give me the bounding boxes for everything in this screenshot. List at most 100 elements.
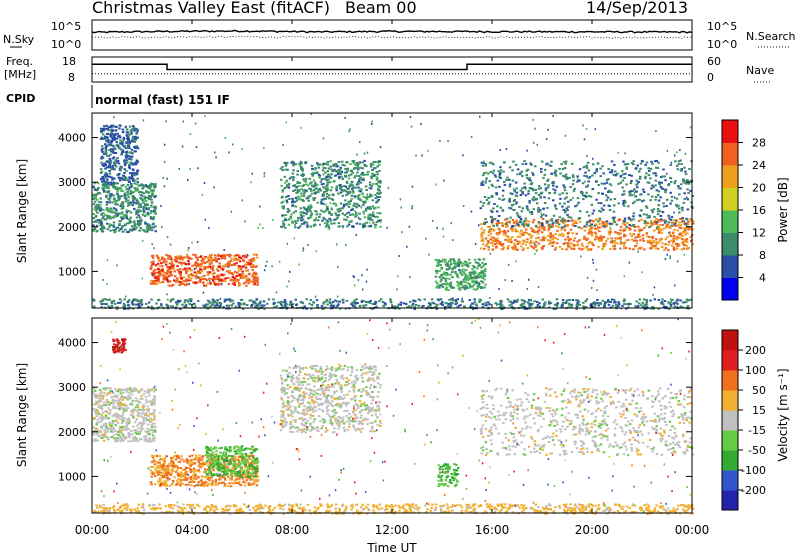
power-cell <box>167 284 170 287</box>
power-cell <box>638 214 641 217</box>
power-cell <box>670 180 673 183</box>
power-cell <box>687 223 690 226</box>
power-cell <box>520 170 524 173</box>
power-cell <box>325 185 328 188</box>
power-cell <box>153 268 157 271</box>
power-cell <box>446 305 450 308</box>
power-cell <box>673 237 676 240</box>
power-cell <box>669 191 672 194</box>
power-cell <box>151 218 155 221</box>
power-cell <box>655 218 658 221</box>
power-echo <box>443 179 445 182</box>
power-cell <box>650 222 654 225</box>
power-cell <box>150 205 153 208</box>
power-cell <box>677 224 680 227</box>
power-cell <box>449 281 453 284</box>
power-cell <box>451 276 454 279</box>
power-cell <box>671 298 674 301</box>
power-cell <box>619 229 622 232</box>
power-cell <box>133 136 137 139</box>
power-cell <box>122 230 125 233</box>
power-cell <box>156 276 159 279</box>
power-cell <box>337 213 340 216</box>
power-cell <box>216 274 219 277</box>
power-cell <box>250 258 254 261</box>
power-cell <box>449 260 453 263</box>
power-echo <box>244 220 246 223</box>
power-cell <box>526 241 529 243</box>
power-cell <box>287 182 291 185</box>
power-cell <box>105 194 108 197</box>
power-cell <box>480 266 483 269</box>
power-cell <box>96 229 99 232</box>
power-cell <box>314 167 317 170</box>
power-cell <box>445 272 448 274</box>
power-cell <box>591 188 594 191</box>
power-cell <box>475 277 479 279</box>
power-cell <box>631 202 635 205</box>
power-cell <box>595 168 599 171</box>
power-cell <box>514 239 517 241</box>
power-cell <box>214 283 217 286</box>
power-cell <box>262 300 266 303</box>
power-cell <box>506 230 510 233</box>
power-cell <box>317 173 321 176</box>
power-cell <box>206 303 210 306</box>
power-cell <box>281 169 284 171</box>
power-cell <box>377 198 380 201</box>
power-echo <box>545 138 548 141</box>
power-cell <box>118 172 121 175</box>
power-echo <box>106 283 108 286</box>
power-cell <box>203 261 207 264</box>
power-cell <box>211 269 215 272</box>
power-cell <box>603 182 606 185</box>
power-cell <box>346 216 349 219</box>
power-cell <box>463 273 467 276</box>
power-cell <box>146 203 149 206</box>
power-cell <box>221 265 224 268</box>
power-cell <box>621 186 624 189</box>
power-echo <box>488 246 490 249</box>
power-cell <box>202 278 205 281</box>
power-cell <box>602 236 606 239</box>
power-cell <box>643 248 646 251</box>
power-cell <box>624 246 628 249</box>
power-echo <box>411 185 414 188</box>
power-cell <box>522 221 525 224</box>
power-cell <box>616 242 619 245</box>
power-cell <box>126 137 129 140</box>
power-cell <box>126 135 130 138</box>
power-cell <box>355 175 358 177</box>
power-cell <box>509 238 513 241</box>
power-cell <box>175 277 179 280</box>
power-cell <box>684 173 688 176</box>
power-cell <box>515 219 518 222</box>
power-cell <box>487 201 491 204</box>
power-cell <box>239 275 242 278</box>
power-cell <box>599 235 603 238</box>
power-cell <box>238 256 241 259</box>
power-cell <box>101 180 104 183</box>
power-cell <box>140 299 143 301</box>
power-cell <box>138 305 141 308</box>
power-cell <box>525 228 528 231</box>
power-cell <box>445 302 449 305</box>
power-cell <box>149 212 153 215</box>
power-cell <box>169 305 173 308</box>
power-cell <box>583 174 586 177</box>
power-cell <box>300 167 303 170</box>
power-cell <box>374 226 377 229</box>
power-cell <box>629 192 632 195</box>
power-cell <box>675 197 679 200</box>
power-cell <box>282 207 285 210</box>
power-cell <box>115 307 119 310</box>
power-echo <box>596 289 598 292</box>
power-cell <box>585 239 588 241</box>
power-cell <box>575 305 579 308</box>
power-cell <box>412 302 415 305</box>
power-cell <box>481 240 485 242</box>
power-echo <box>587 184 589 187</box>
power-cell <box>368 187 372 190</box>
power-cell <box>144 207 147 209</box>
